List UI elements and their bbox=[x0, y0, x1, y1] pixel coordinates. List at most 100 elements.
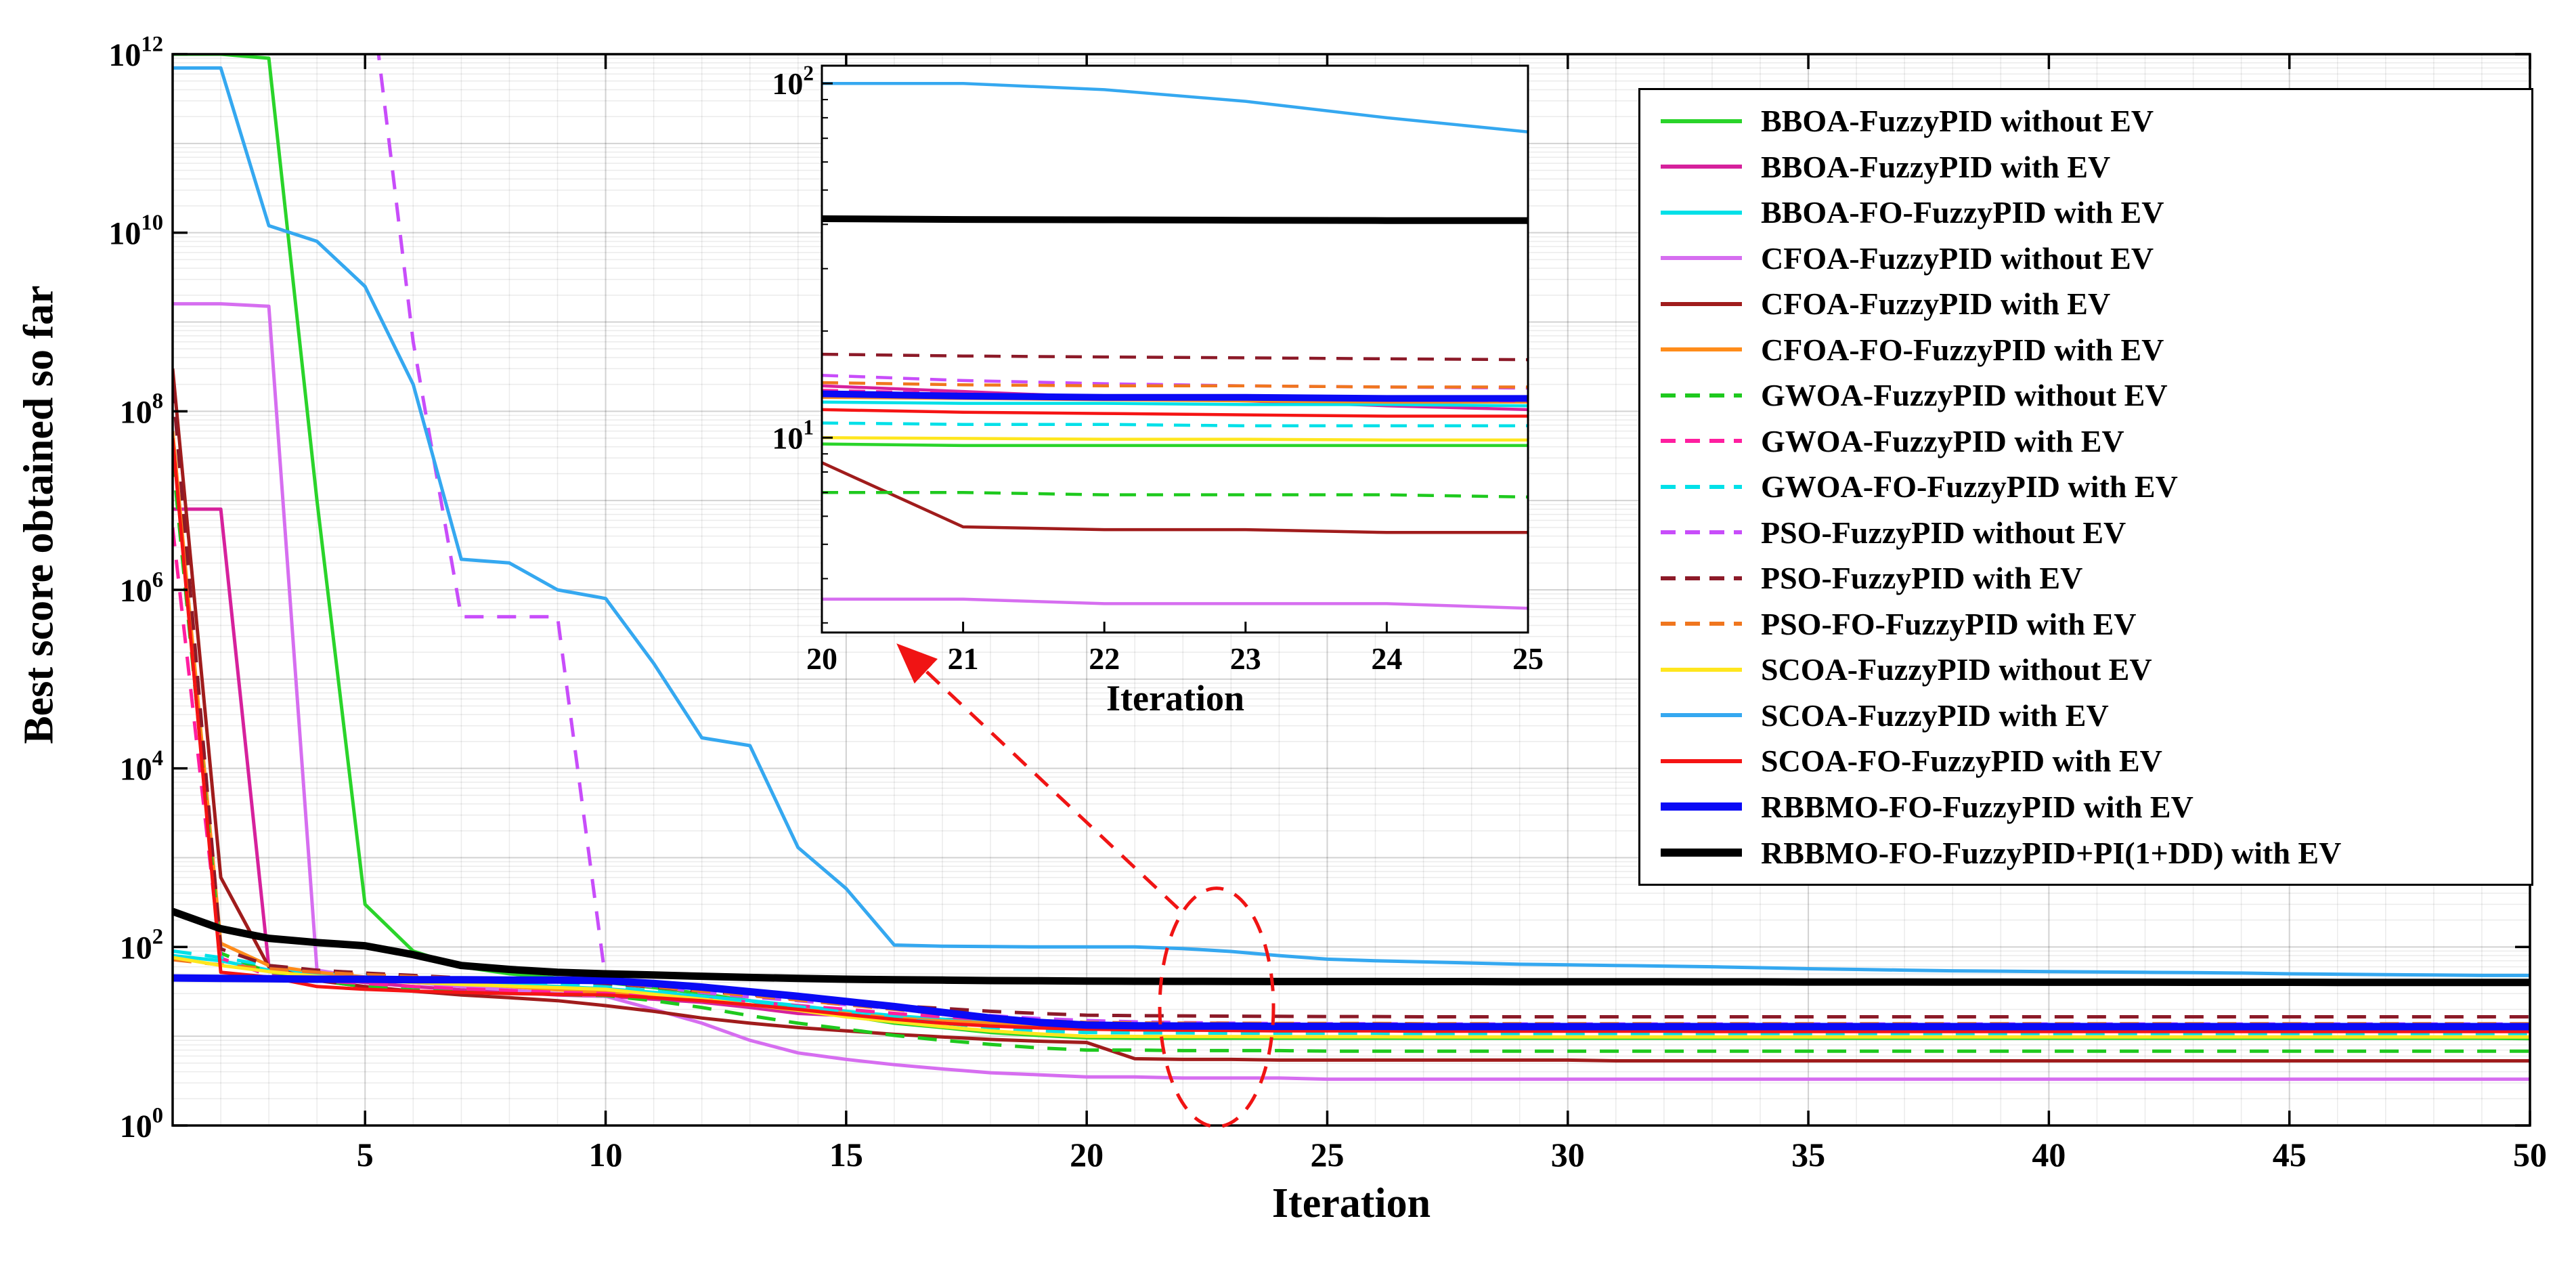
y-tick-label: 104 bbox=[120, 746, 163, 788]
legend-line-sample bbox=[1661, 802, 1742, 811]
legend-item-pso-fo-fuzzypid-with-ev: PSO-FO-FuzzyPID with EV bbox=[1658, 606, 2514, 642]
x-tick-label: 35 bbox=[1791, 1136, 1825, 1174]
legend-line-sample bbox=[1661, 667, 1742, 672]
inset-x-tick-label: 23 bbox=[1230, 641, 1261, 676]
zoom-arrow bbox=[896, 643, 1179, 910]
x-tick-label: 15 bbox=[829, 1136, 863, 1174]
x-tick-label: 40 bbox=[2032, 1136, 2066, 1174]
legend-item-pso-fuzzypid-with-ev: PSO-FuzzyPID with EV bbox=[1658, 560, 2514, 596]
legend-line-sample bbox=[1661, 622, 1742, 626]
legend-line-sample bbox=[1661, 439, 1742, 444]
legend-item-pso-fuzzypid-without-ev: PSO-FuzzyPID without EV bbox=[1658, 515, 2514, 551]
x-tick-label: 45 bbox=[2273, 1136, 2307, 1174]
legend-label: BBOA-FO-FuzzyPID with EV bbox=[1761, 195, 2164, 230]
legend-line-sample bbox=[1661, 530, 1742, 535]
legend-line-sample bbox=[1661, 576, 1742, 580]
legend-item-bboa-fuzzypid-without-ev: BBOA-FuzzyPID without EV bbox=[1658, 103, 2514, 139]
y-tick-label: 108 bbox=[120, 389, 163, 431]
zoom-region-ellipse bbox=[1158, 886, 1275, 1129]
inset-series-scoa-fuzzypid-without-ev bbox=[822, 436, 1528, 442]
inset-series-rbbmo-fo-fuzzypid-with-ev bbox=[822, 390, 1528, 402]
x-tick-label: 5 bbox=[357, 1136, 374, 1174]
inset-series-gwoa-fo-fuzzypid-with-ev bbox=[822, 421, 1528, 428]
legend-item-cfoa-fuzzypid-without-ev: CFOA-FuzzyPID without EV bbox=[1658, 240, 2514, 276]
series-scoa-fo-fuzzypid-with-ev bbox=[173, 437, 2530, 1033]
legend-label: CFOA-FO-FuzzyPID with EV bbox=[1761, 332, 2164, 367]
legend-label: GWOA-FO-FuzzyPID with EV bbox=[1761, 469, 2178, 505]
x-tick-label: 25 bbox=[1310, 1136, 1344, 1174]
inset-ticks: 20 21 22 23 24 25 101 102 bbox=[772, 61, 1544, 676]
legend-item-cfoa-fo-fuzzypid-with-ev: CFOA-FO-FuzzyPID with EV bbox=[1658, 332, 2514, 368]
legend-line-sample bbox=[1661, 713, 1742, 718]
series-scoa-fuzzypid-without-ev bbox=[173, 956, 2530, 1039]
inset-x-tick-label: 21 bbox=[948, 641, 979, 676]
legend-line-sample bbox=[1661, 393, 1742, 398]
legend-label: PSO-FuzzyPID without EV bbox=[1761, 515, 2126, 550]
legend-label: RBBMO-FO-FuzzyPID+PI(1+DD) with EV bbox=[1761, 835, 2342, 870]
legend-label: GWOA-FuzzyPID without EV bbox=[1761, 378, 2168, 413]
legend-label: PSO-FO-FuzzyPID with EV bbox=[1761, 606, 2137, 641]
inset-series-bboa-fuzzypid-without-ev bbox=[822, 442, 1528, 448]
legend-item-gwoa-fuzzypid-with-ev: GWOA-FuzzyPID with EV bbox=[1658, 423, 2514, 459]
legend-item-bboa-fo-fuzzypid-with-ev: BBOA-FO-FuzzyPID with EV bbox=[1658, 194, 2514, 230]
inset-x-tick-label: 25 bbox=[1512, 641, 1544, 676]
x-tick-label: 20 bbox=[1070, 1136, 1104, 1174]
legend-item-scoa-fo-fuzzypid-with-ev: SCOA-FO-FuzzyPID with EV bbox=[1658, 743, 2514, 779]
series-cfoa-fuzzypid-with-ev bbox=[173, 368, 2530, 1063]
legend-item-cfoa-fuzzypid-with-ev: CFOA-FuzzyPID with EV bbox=[1658, 286, 2514, 322]
legend-item-scoa-fuzzypid-with-ev: SCOA-FuzzyPID with EV bbox=[1658, 698, 2514, 733]
x-tick-label: 30 bbox=[1551, 1136, 1585, 1174]
legend-item-gwoa-fuzzypid-without-ev: GWOA-FuzzyPID without EV bbox=[1658, 377, 2514, 413]
legend: BBOA-FuzzyPID without EV BBOA-FuzzyPID wi… bbox=[1638, 88, 2533, 886]
series-scoa-fuzzypid-with-ev bbox=[173, 66, 2530, 977]
y-axis-label: Best score obtained so far bbox=[16, 285, 62, 744]
y-tick-label: 102 bbox=[120, 925, 163, 966]
legend-line-sample bbox=[1661, 849, 1742, 857]
inset-x-tick-label: 22 bbox=[1089, 641, 1120, 676]
x-axis-label: Iteration bbox=[1271, 1180, 1431, 1226]
legend-label: BBOA-FuzzyPID without EV bbox=[1761, 104, 2154, 139]
legend-label: BBOA-FuzzyPID with EV bbox=[1761, 149, 2111, 184]
inset-series-bboa-fo-fuzzypid-with-ev bbox=[822, 400, 1528, 408]
inset-x-tick-label: 20 bbox=[806, 641, 837, 676]
inset-series-pso-fo-fuzzypid-with-ev bbox=[822, 381, 1528, 389]
legend-label: SCOA-FO-FuzzyPID with EV bbox=[1761, 744, 2162, 779]
series-rbbmo-fo-fuzzypid-with-ev bbox=[173, 974, 2530, 1031]
inset-series-cfoa-fuzzypid-with-ev bbox=[822, 461, 1528, 534]
x-tick-label: 10 bbox=[589, 1136, 623, 1174]
inset-series-gwoa-fuzzypid-without-ev bbox=[822, 491, 1528, 499]
main-ticks: 5 10 15 20 25 30 35 40 45 50 100 102 104 106 108 1010 10… bbox=[108, 32, 2547, 1174]
y-tick-label: 1010 bbox=[108, 211, 163, 252]
inset-series-scoa-fo-fuzzypid-with-ev bbox=[822, 408, 1528, 418]
legend-label: RBBMO-FO-FuzzyPID with EV bbox=[1761, 789, 2193, 824]
series-lines bbox=[173, 54, 2530, 1081]
legend-label: CFOA-FuzzyPID with EV bbox=[1761, 286, 2111, 322]
inset-x-tick-label: 24 bbox=[1371, 641, 1402, 676]
inset-x-axis-label: Iteration bbox=[1106, 678, 1244, 719]
inset-background bbox=[822, 66, 1528, 632]
y-tick-label: 1012 bbox=[108, 32, 163, 73]
inset-y-tick-label: 102 bbox=[772, 61, 814, 101]
inset-series-cfoa-fuzzypid-without-ev bbox=[822, 597, 1528, 610]
y-tick-label: 106 bbox=[120, 567, 163, 609]
legend-label: SCOA-FuzzyPID with EV bbox=[1761, 698, 2109, 733]
inset-y-tick-label: 101 bbox=[772, 416, 814, 456]
legend-item-gwoa-fo-fuzzypid-with-ev: GWOA-FO-FuzzyPID with EV bbox=[1658, 469, 2514, 505]
y-tick-label: 100 bbox=[120, 1103, 163, 1144]
legend-item-rbbmo-fo-fuzzypid-pi1dd-with-ev: RBBMO-FO-FuzzyPID+PI(1+DD) with EV bbox=[1658, 835, 2514, 871]
legend-label: PSO-FuzzyPID with EV bbox=[1761, 561, 2083, 596]
legend-line-sample bbox=[1661, 119, 1742, 123]
legend-item-bboa-fuzzypid-with-ev: BBOA-FuzzyPID with EV bbox=[1658, 149, 2514, 185]
inset-series-pso-fuzzypid-with-ev bbox=[822, 352, 1528, 362]
inset-series-scoa-fuzzypid-with-ev bbox=[822, 81, 1528, 133]
legend-line-sample bbox=[1661, 165, 1742, 169]
legend-item-rbbmo-fo-fuzzypid-with-ev: RBBMO-FO-FuzzyPID with EV bbox=[1658, 789, 2514, 825]
legend-line-sample bbox=[1661, 256, 1742, 261]
series-rbbmo-fo-fuzzypid-pi1dd-with-ev bbox=[173, 907, 2530, 987]
legend-label: GWOA-FuzzyPID with EV bbox=[1761, 423, 2124, 458]
legend-label: CFOA-FuzzyPID without EV bbox=[1761, 240, 2154, 276]
legend-line-sample bbox=[1661, 210, 1742, 215]
legend-item-scoa-fuzzypid-without-ev: SCOA-FuzzyPID without EV bbox=[1658, 651, 2514, 687]
legend-label: SCOA-FuzzyPID without EV bbox=[1761, 652, 2152, 687]
inset-series bbox=[822, 81, 1528, 610]
